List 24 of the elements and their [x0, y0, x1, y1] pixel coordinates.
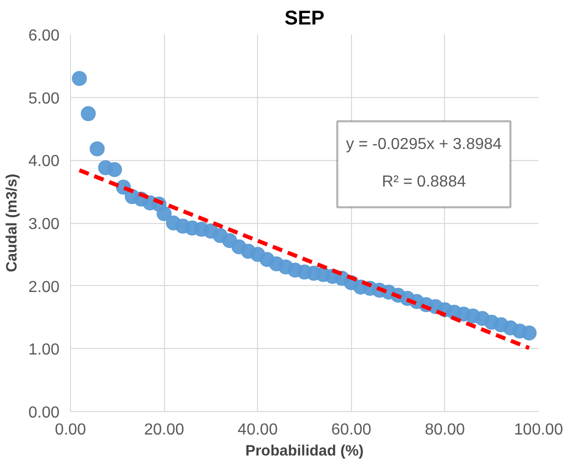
point — [156, 206, 172, 222]
x-tick-label: 60.00 — [331, 422, 372, 438]
y-tick-label: 1.00 — [28, 342, 60, 359]
x-tick-label: 40.00 — [238, 422, 278, 438]
chart-title: SEP — [284, 8, 325, 30]
y-axis-title: Caudal (m3/s) — [3, 174, 20, 272]
annotation: R² = 0.8884 — [382, 174, 466, 191]
x-tick-label: 100.00 — [514, 422, 564, 438]
y-tick-label: 5.00 — [28, 90, 60, 108]
x-axis-title: Probabilidad (%) — [245, 442, 364, 460]
point — [90, 141, 105, 156]
y-tick-label: 3.00 — [28, 216, 60, 233]
y-tick-label: 0.00 — [28, 404, 60, 422]
point — [80, 106, 96, 122]
x-tick-label: 20.00 — [144, 422, 184, 438]
y-tick-label: 6.00 — [28, 28, 60, 44]
point — [72, 70, 87, 86]
point — [522, 325, 537, 340]
x-tick-label: 0.00 — [54, 422, 86, 438]
y-tick-label: 4.00 — [28, 153, 60, 170]
point — [106, 162, 122, 178]
x-tick-label: 80.00 — [424, 422, 466, 438]
annotation: y = -0.0295x + 3.8984 — [346, 136, 502, 153]
y-tick-label: 2.00 — [28, 278, 60, 296]
